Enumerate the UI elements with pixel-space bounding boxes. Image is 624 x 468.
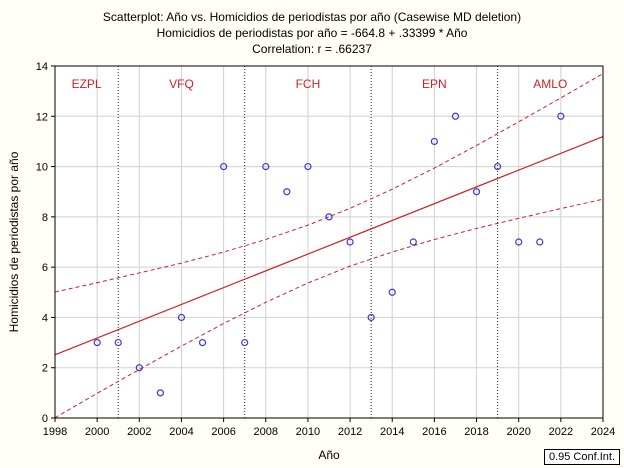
legend: 0.95 Conf.Int. [543, 449, 620, 465]
data-point [557, 112, 565, 120]
period-label: EZPL [72, 77, 102, 91]
plot-area [55, 66, 603, 418]
x-tick-label: 2020 [506, 426, 530, 438]
x-tick-label: 2000 [85, 426, 109, 438]
plot-border [54, 65, 604, 419]
data-point [241, 338, 249, 347]
data-point [515, 238, 523, 246]
regression-line [54, 135, 604, 356]
data-point [198, 338, 207, 347]
data-point [220, 162, 228, 171]
data-point [367, 313, 375, 322]
chart-subtitle: Homicidios de periodistas por año = -664… [156, 26, 468, 40]
x-tick-label: 2022 [549, 426, 573, 438]
x-tick-label: 2002 [127, 426, 151, 438]
data-point [409, 238, 417, 246]
data-point [114, 338, 122, 347]
y-tick-label: 4 [42, 312, 48, 324]
x-tick-label: 2018 [464, 426, 488, 438]
data-point [472, 188, 481, 196]
x-tick-label: 2006 [211, 426, 235, 438]
data-point [325, 213, 333, 221]
data-point [451, 112, 460, 120]
data-point [346, 238, 354, 246]
data-point [93, 338, 101, 347]
chart-title: Scatterplot: Año vs. Homicidios de perio… [102, 10, 522, 24]
x-tick-label: 2024 [591, 426, 615, 438]
y-tick-label: 8 [42, 212, 48, 224]
data-point [388, 288, 396, 296]
upper-confidence-line [54, 73, 604, 293]
y-tick-label: 10 [36, 162, 48, 174]
x-tick-label: 1998 [43, 426, 67, 438]
period-label: AMLO [533, 77, 567, 91]
y-tick-label: 0 [42, 413, 48, 425]
data-point [177, 313, 186, 322]
y-axis-label: Homicidios de periodistas por año [7, 151, 21, 332]
y-tick-label: 6 [42, 262, 48, 274]
period-label: VFQ [169, 77, 194, 91]
y-tick-label: 14 [36, 61, 48, 73]
y-tick-label: 12 [36, 111, 48, 123]
lower-confidence-line [54, 198, 604, 419]
x-axis-label: Año [318, 448, 340, 462]
x-tick-label: 2014 [380, 426, 404, 438]
x-tick-label: 2008 [254, 426, 278, 438]
data-point [536, 238, 544, 246]
period-label: EPN [422, 77, 447, 91]
period-label: FCH [296, 77, 321, 91]
correlation-text: Correlation: r = .66237 [252, 42, 372, 56]
data-point [262, 162, 270, 171]
x-tick-label: 2004 [169, 426, 193, 438]
data-point [494, 162, 502, 171]
data-point [430, 137, 438, 146]
x-tick-label: 2016 [422, 426, 446, 438]
data-point [135, 364, 143, 372]
data-point [283, 188, 291, 196]
x-tick-label: 2012 [338, 426, 362, 438]
y-tick-label: 2 [42, 363, 48, 375]
data-point [304, 162, 312, 171]
data-point [156, 389, 164, 397]
x-tick-label: 2010 [296, 426, 320, 438]
